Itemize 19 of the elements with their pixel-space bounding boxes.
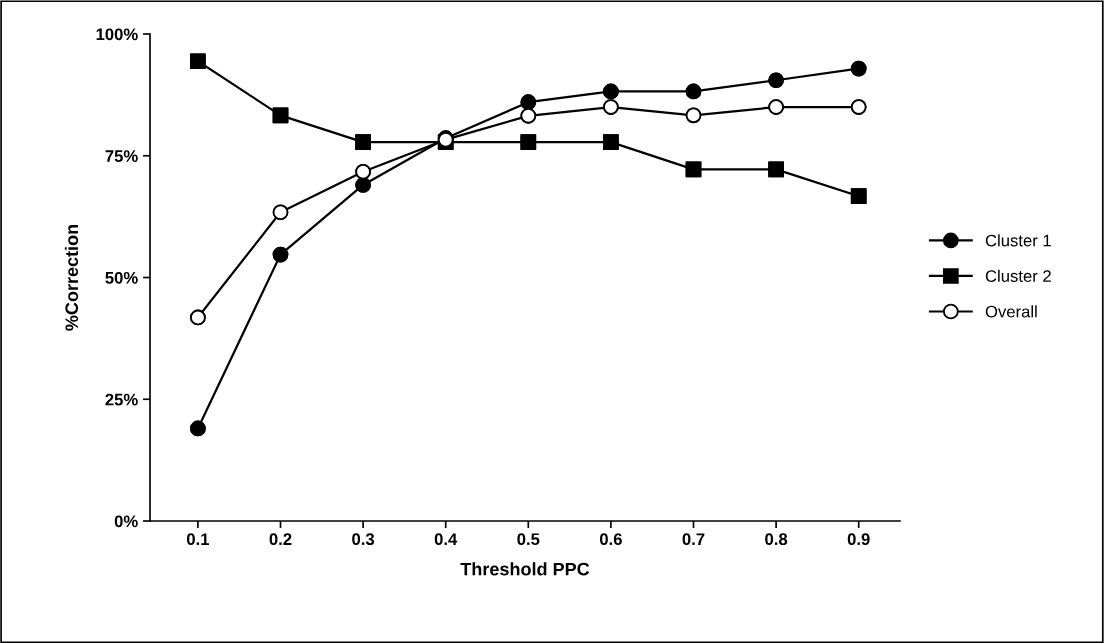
y-tick-label: 75% <box>105 150 138 162</box>
legend-label: Cluster 2 <box>985 269 1051 282</box>
y-tick-label: 0% <box>114 515 138 528</box>
x-tick-label: 0.6 <box>599 533 622 546</box>
x-axis-title: Threshold PPC <box>460 562 590 576</box>
legend-label: Cluster 1 <box>985 234 1051 247</box>
x-tick-label: 0.9 <box>847 533 870 546</box>
x-tick-label: 0.7 <box>682 533 705 546</box>
x-tick-label: 0.2 <box>269 533 292 546</box>
x-tick-label: 0.8 <box>765 533 788 546</box>
y-tick-label: 25% <box>105 393 138 406</box>
y-axis-title: %Correction <box>64 224 79 331</box>
x-tick-label: 0.4 <box>434 533 458 546</box>
x-tick-label: 0.1 <box>186 533 210 546</box>
y-tick-label: 100% <box>96 28 138 41</box>
y-tick-label: 50% <box>105 271 138 284</box>
legend-label: Overall <box>985 305 1037 318</box>
x-tick-label: 0.3 <box>352 533 375 546</box>
x-tick-label: 0.5 <box>517 533 540 546</box>
